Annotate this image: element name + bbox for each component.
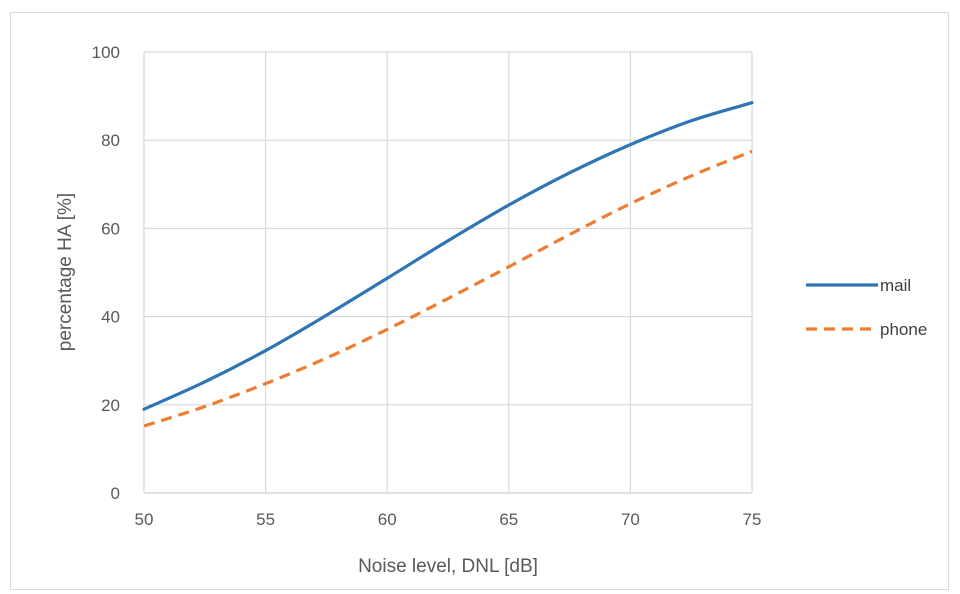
- x-tick-label: 60: [378, 510, 397, 529]
- y-tick-label: 0: [111, 484, 120, 503]
- x-tick-label: 55: [256, 510, 275, 529]
- legend-label-phone: phone: [880, 320, 927, 339]
- y-tick-label: 80: [101, 131, 120, 150]
- y-tick-label: 20: [101, 396, 120, 415]
- series-line-mail: [144, 103, 752, 409]
- legend-label-mail: mail: [880, 276, 911, 295]
- series-line-phone: [144, 151, 752, 426]
- y-tick-label: 100: [92, 43, 120, 62]
- x-tick-label: 65: [499, 510, 518, 529]
- gridlines: [144, 52, 752, 493]
- series-lines: [144, 103, 752, 426]
- x-tick-label: 75: [743, 510, 762, 529]
- x-axis-title: Noise level, DNL [dB]: [358, 556, 538, 577]
- y-tick-label: 40: [101, 308, 120, 327]
- x-tick-label: 70: [621, 510, 640, 529]
- y-tick-label: 60: [101, 219, 120, 238]
- tick-labels: 50 55 60 65 70 75 0 20 40 60 80 100: [92, 43, 762, 529]
- y-axis-title: percentage HA [%]: [55, 193, 76, 351]
- legend: mail phone: [806, 276, 927, 339]
- x-tick-label: 50: [135, 510, 154, 529]
